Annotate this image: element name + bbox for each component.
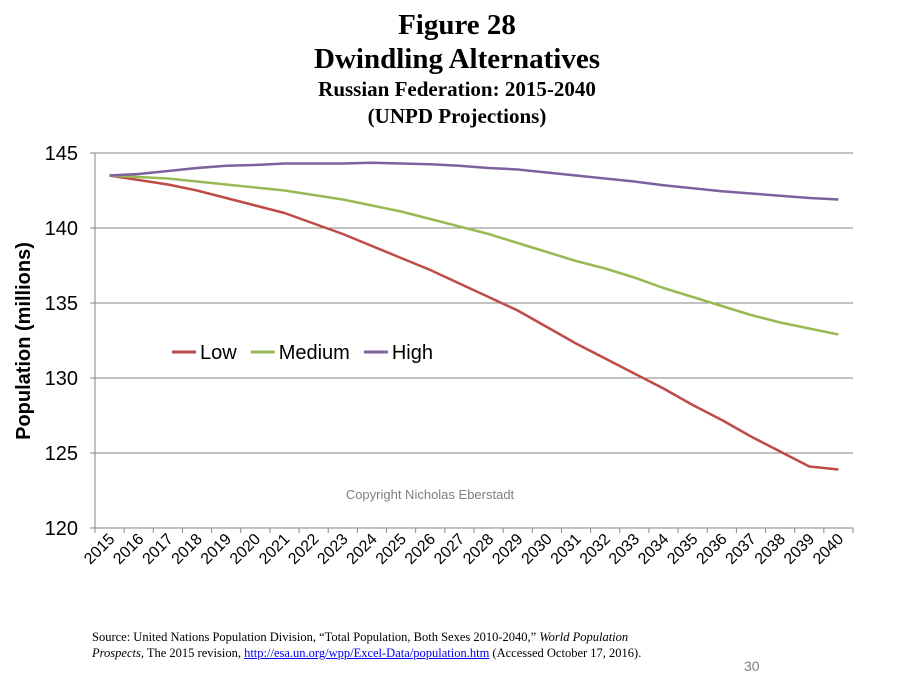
x-tick-label: 2020 bbox=[227, 531, 264, 568]
x-tick-label: 2036 bbox=[693, 531, 730, 568]
legend-label-low: Low bbox=[200, 342, 237, 364]
x-tick-label: 2039 bbox=[781, 531, 818, 568]
x-tick-label: 2029 bbox=[489, 531, 526, 568]
y-tick-label: 130 bbox=[45, 368, 78, 390]
y-axis-label: Population (millions) bbox=[13, 242, 35, 440]
source-suffix: (Accessed October 17, 2016). bbox=[489, 646, 642, 660]
x-tick-label: 2028 bbox=[460, 531, 497, 568]
figure-label: Figure 28 bbox=[398, 9, 516, 41]
x-tick-label: 2037 bbox=[723, 531, 760, 568]
series-line-low bbox=[109, 174, 839, 471]
y-tick-label: 145 bbox=[45, 143, 78, 165]
x-tick-label: 2030 bbox=[519, 531, 556, 568]
x-tick-label: 2040 bbox=[810, 531, 847, 568]
page-number: 30 bbox=[744, 658, 760, 674]
y-tick-label: 140 bbox=[45, 218, 78, 240]
chart-subtitle: Russian Federation: 2015-2040 bbox=[318, 77, 596, 101]
source-link[interactable]: http://esa.un.org/wpp/Excel-Data/populat… bbox=[244, 646, 490, 660]
x-tick-label: 2026 bbox=[402, 531, 439, 568]
x-tick-label: 2019 bbox=[198, 531, 235, 568]
x-tick-label: 2016 bbox=[110, 531, 147, 568]
legend-label-medium: Medium bbox=[279, 342, 350, 364]
x-tick-label: 2038 bbox=[752, 531, 789, 568]
figure-title-block: Figure 28 Dwindling Alternatives Russian… bbox=[0, 8, 899, 130]
x-tick-label: 2022 bbox=[285, 531, 322, 568]
x-tick-label: 2025 bbox=[373, 531, 410, 568]
series-line-high bbox=[109, 161, 839, 201]
chart-subtitle-2: (UNPD Projections) bbox=[367, 104, 547, 128]
series-line-medium bbox=[109, 174, 839, 336]
x-tick-label: 2024 bbox=[344, 531, 381, 568]
x-tick-label: 2021 bbox=[256, 531, 293, 568]
source-prefix: Source: United Nations Population Divisi… bbox=[92, 630, 540, 644]
x-tick-label: 2033 bbox=[606, 531, 643, 568]
x-tick-label: 2018 bbox=[169, 531, 206, 568]
legend-label-high: High bbox=[392, 342, 433, 364]
x-tick-label: 2017 bbox=[140, 531, 177, 568]
x-tick-label: 2034 bbox=[635, 531, 672, 568]
y-tick-label: 125 bbox=[45, 443, 78, 465]
y-tick-label: 120 bbox=[45, 518, 78, 540]
y-tick-label: 135 bbox=[45, 293, 78, 315]
x-tick-label: 2035 bbox=[664, 531, 701, 568]
source-publication: World Population Prospects bbox=[92, 630, 629, 660]
x-tick-label: 2027 bbox=[431, 531, 468, 568]
x-tick-label: 2032 bbox=[577, 531, 614, 568]
source-mid: , The 2015 revision, bbox=[140, 646, 245, 660]
x-tick-label: 2023 bbox=[314, 531, 351, 568]
x-tick-label: 2031 bbox=[548, 531, 585, 568]
x-tick-label: 2015 bbox=[81, 531, 118, 568]
chart-title: Dwindling Alternatives bbox=[314, 43, 600, 75]
source-note: Source: United Nations Population Divisi… bbox=[92, 629, 652, 661]
copyright-annotation: Copyright Nicholas Eberstadt bbox=[346, 487, 515, 502]
